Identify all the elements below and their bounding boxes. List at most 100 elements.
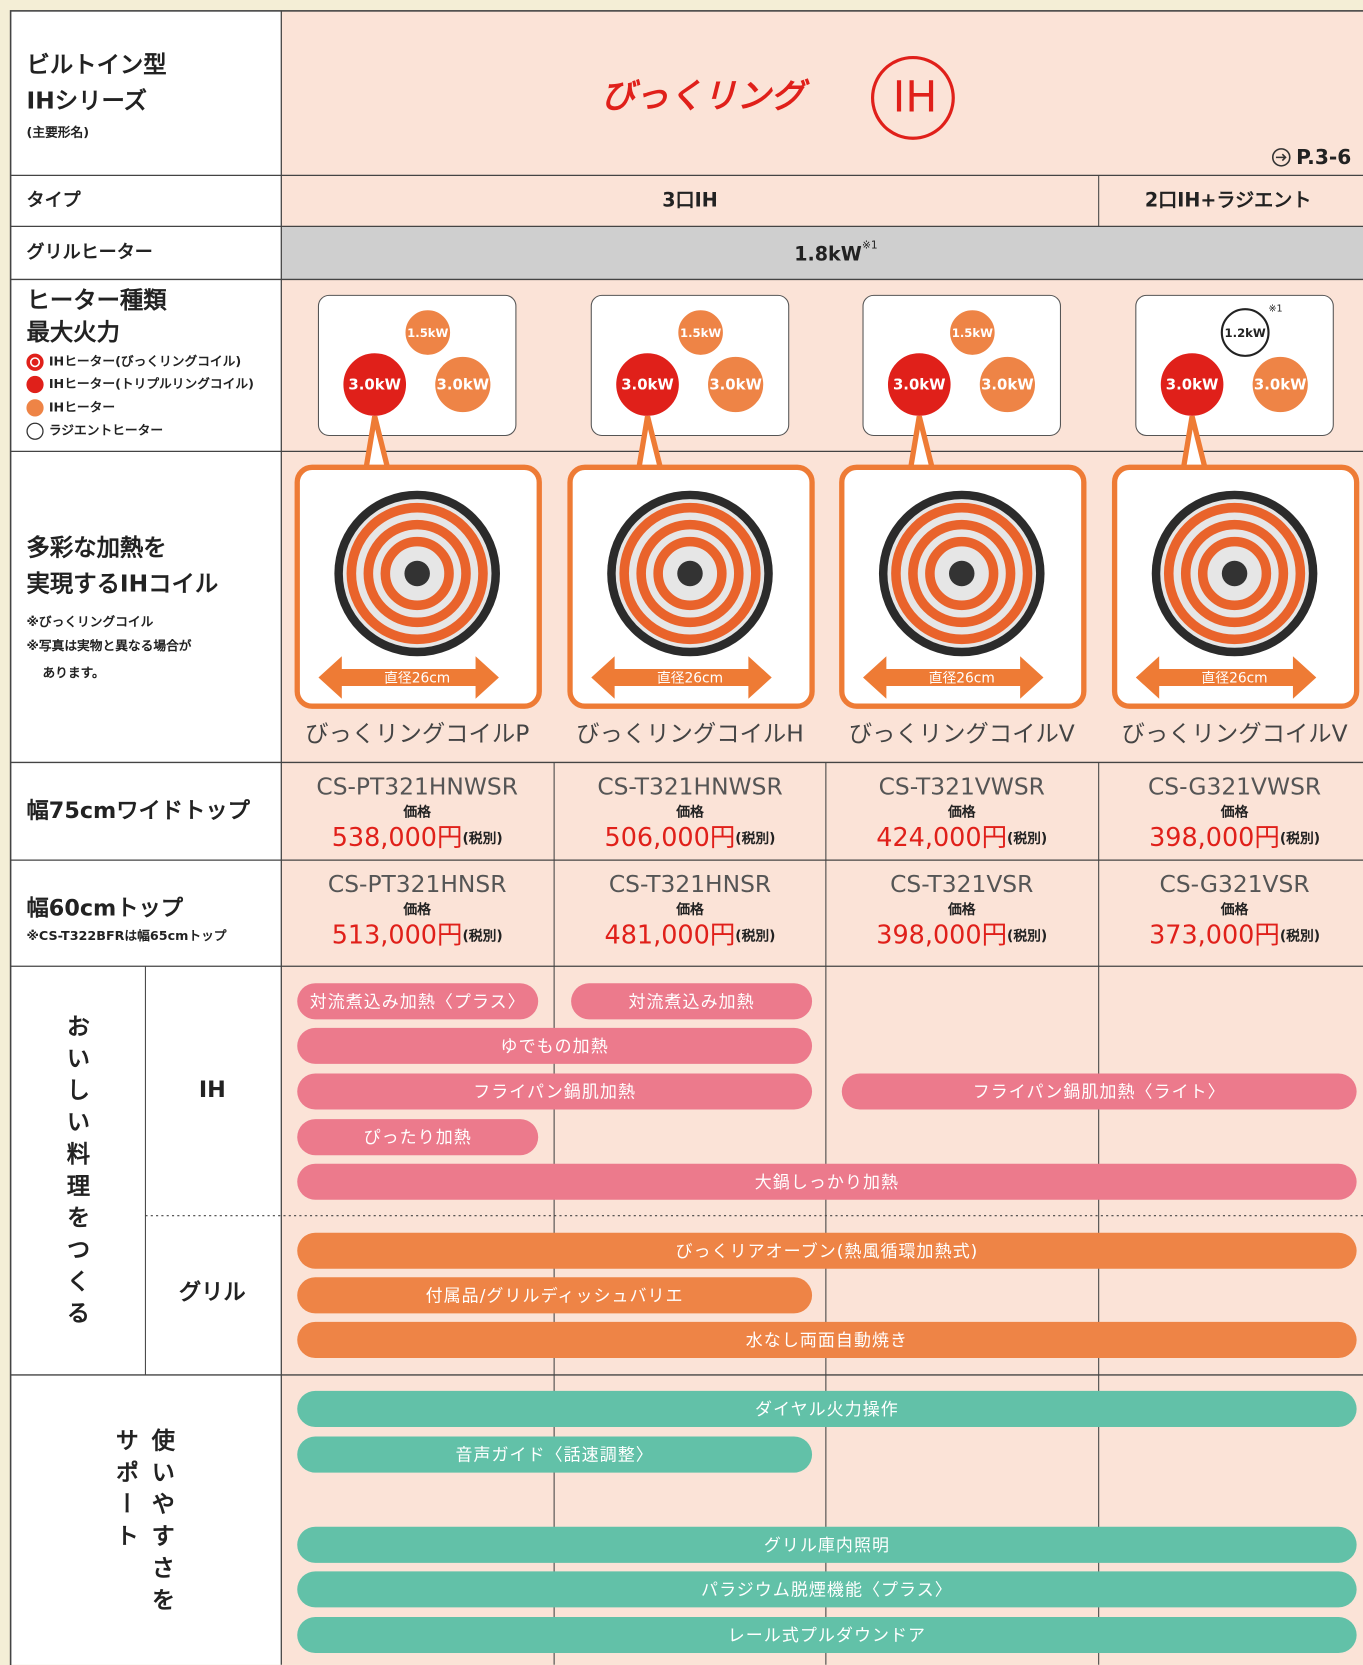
feature-bar <box>297 1526 1357 1563</box>
legend-swatch <box>26 422 44 440</box>
coil-ring <box>380 536 454 611</box>
feature-label: 音声ガイド〈話速調整〉 <box>455 1446 653 1466</box>
arrow <box>863 656 1044 699</box>
model: CS-PT321HNWSR <box>316 772 518 800</box>
burner-small <box>1220 308 1270 357</box>
row-label: 幅75cmワイドトップ <box>27 798 251 824</box>
row-label: ヒーター種類 <box>27 286 168 314</box>
feature-label: フライパン鍋肌加熱 <box>473 1083 636 1103</box>
price-label: 価格 <box>675 901 704 918</box>
diameter: 直径26cm <box>1202 671 1268 687</box>
coil-ring <box>363 519 471 628</box>
burner-label: 1.5kW <box>680 326 721 340</box>
row-note: ※CS-T322BFRは幅65cmトップ <box>27 928 227 944</box>
feature-bar <box>297 1027 813 1064</box>
sub-label: グリル <box>179 1279 246 1306</box>
coil-center <box>1221 560 1248 587</box>
feature-label: 水なし両面自動焼き <box>746 1331 908 1351</box>
feature-label: パラジウム脱煙機能〈プラス〉 <box>701 1580 953 1600</box>
row-label: 最大火力 <box>27 318 120 346</box>
feature-bar <box>571 983 813 1020</box>
coil-ring <box>1197 536 1272 611</box>
feature-bar <box>297 1232 1357 1269</box>
bubble-pointer <box>636 415 663 468</box>
type-value: 2口IH+ラジエント <box>1145 188 1312 211</box>
feature-label: ゆでもの加熱 <box>501 1037 609 1057</box>
feature-label: 対流煮込み加熱 <box>628 992 754 1012</box>
type-value: 3口IH <box>662 188 717 211</box>
row-label: 多彩な加熱を <box>27 534 167 562</box>
legend-label: IHヒーター(トリプルリングコイル) <box>49 376 254 392</box>
feature-bar <box>297 1119 539 1156</box>
price-label: 価格 <box>947 803 976 820</box>
feature-bar <box>297 1390 1357 1427</box>
price-value: 506,000円 <box>605 823 736 853</box>
model: CS-PT321HNSR <box>328 870 506 898</box>
legend-label: ラジエントヒーター <box>49 424 163 439</box>
price-label: 価格 <box>1220 901 1249 918</box>
price-value: 398,000円 <box>1149 823 1280 853</box>
model: CS-T321HNWSR <box>597 772 782 800</box>
feature-bar <box>841 1073 1357 1110</box>
burner-label: 3.0kW <box>1254 376 1307 394</box>
burner-right <box>433 354 493 415</box>
price-label: 価格 <box>402 803 431 820</box>
feature-bar <box>297 983 539 1020</box>
feature-label: レール式プルダウンドア <box>728 1626 926 1646</box>
tax: (税別) <box>735 830 775 847</box>
feature-bar <box>297 1277 813 1314</box>
arrow <box>591 656 772 699</box>
note: ※1 <box>1269 304 1283 315</box>
model: CS-G321VWSR <box>1148 772 1321 800</box>
tax: (税別) <box>1007 928 1047 945</box>
arrow <box>318 656 499 699</box>
price: 398,000円(税別) <box>876 921 1047 951</box>
price-value: 424,000円 <box>876 823 1007 853</box>
label-column <box>10 10 282 1665</box>
tax: (税別) <box>1280 928 1320 945</box>
tax: (税別) <box>1280 830 1320 847</box>
row-label: 幅60cmトップ <box>27 895 184 921</box>
subtitle: (主要形名) <box>27 124 90 140</box>
price: 424,000円(税別) <box>876 823 1047 853</box>
coil-name: びっくリングコイルV <box>1122 719 1348 747</box>
burner-right <box>705 354 766 415</box>
coil-ring <box>925 536 999 611</box>
feature-label: フライパン鍋肌加熱〈ライト〉 <box>973 1083 1226 1103</box>
price: 481,000円(税別) <box>605 921 776 951</box>
section-label: サポート <box>111 1428 139 1555</box>
feature-label: ぴったり加熱 <box>364 1128 472 1148</box>
model: CS-T321VSR <box>890 870 1033 898</box>
feature-bar <box>297 1163 1357 1200</box>
logo-badge: IH <box>893 74 937 123</box>
content: ビルトイン型 IHシリーズ (主要形名) びっくリング IH P.3-6 タイプ 3口IH 2口… <box>9 10 1363 1665</box>
burner-label: 3.0kW <box>437 376 490 394</box>
burner-label: 3.0kW <box>621 376 674 394</box>
outer-border <box>9 10 1363 1665</box>
coil-note: ※びっくリングコイル <box>27 614 154 630</box>
coil-ring <box>1163 502 1306 645</box>
burner-small <box>403 308 453 357</box>
bubble-pointer <box>1180 415 1208 468</box>
coil-note: あります。 <box>42 666 104 681</box>
price-label: 価格 <box>402 901 431 918</box>
burner-label: 1.5kW <box>407 326 448 340</box>
tax: (税別) <box>462 928 502 945</box>
feature-bar <box>297 1321 1357 1358</box>
burner-label: 3.0kW <box>709 376 762 394</box>
row-label: タイプ <box>27 189 82 211</box>
grill-value: 1.8kW <box>794 243 862 266</box>
model: CS-T321VWSR <box>879 772 1045 800</box>
page-ref: P.3-6 <box>1296 145 1351 169</box>
price-value: 398,000円 <box>876 921 1007 951</box>
legend-swatch <box>26 375 44 394</box>
coil-note: ※写真は実物と異なる場合が <box>27 638 192 654</box>
arrow <box>1135 656 1317 699</box>
coil-name: びっくリングコイルP <box>305 719 529 747</box>
burner-right <box>1250 354 1310 415</box>
feature-bar <box>297 1436 813 1473</box>
coil-ring <box>891 502 1033 645</box>
model: CS-T321HNSR <box>609 870 771 898</box>
